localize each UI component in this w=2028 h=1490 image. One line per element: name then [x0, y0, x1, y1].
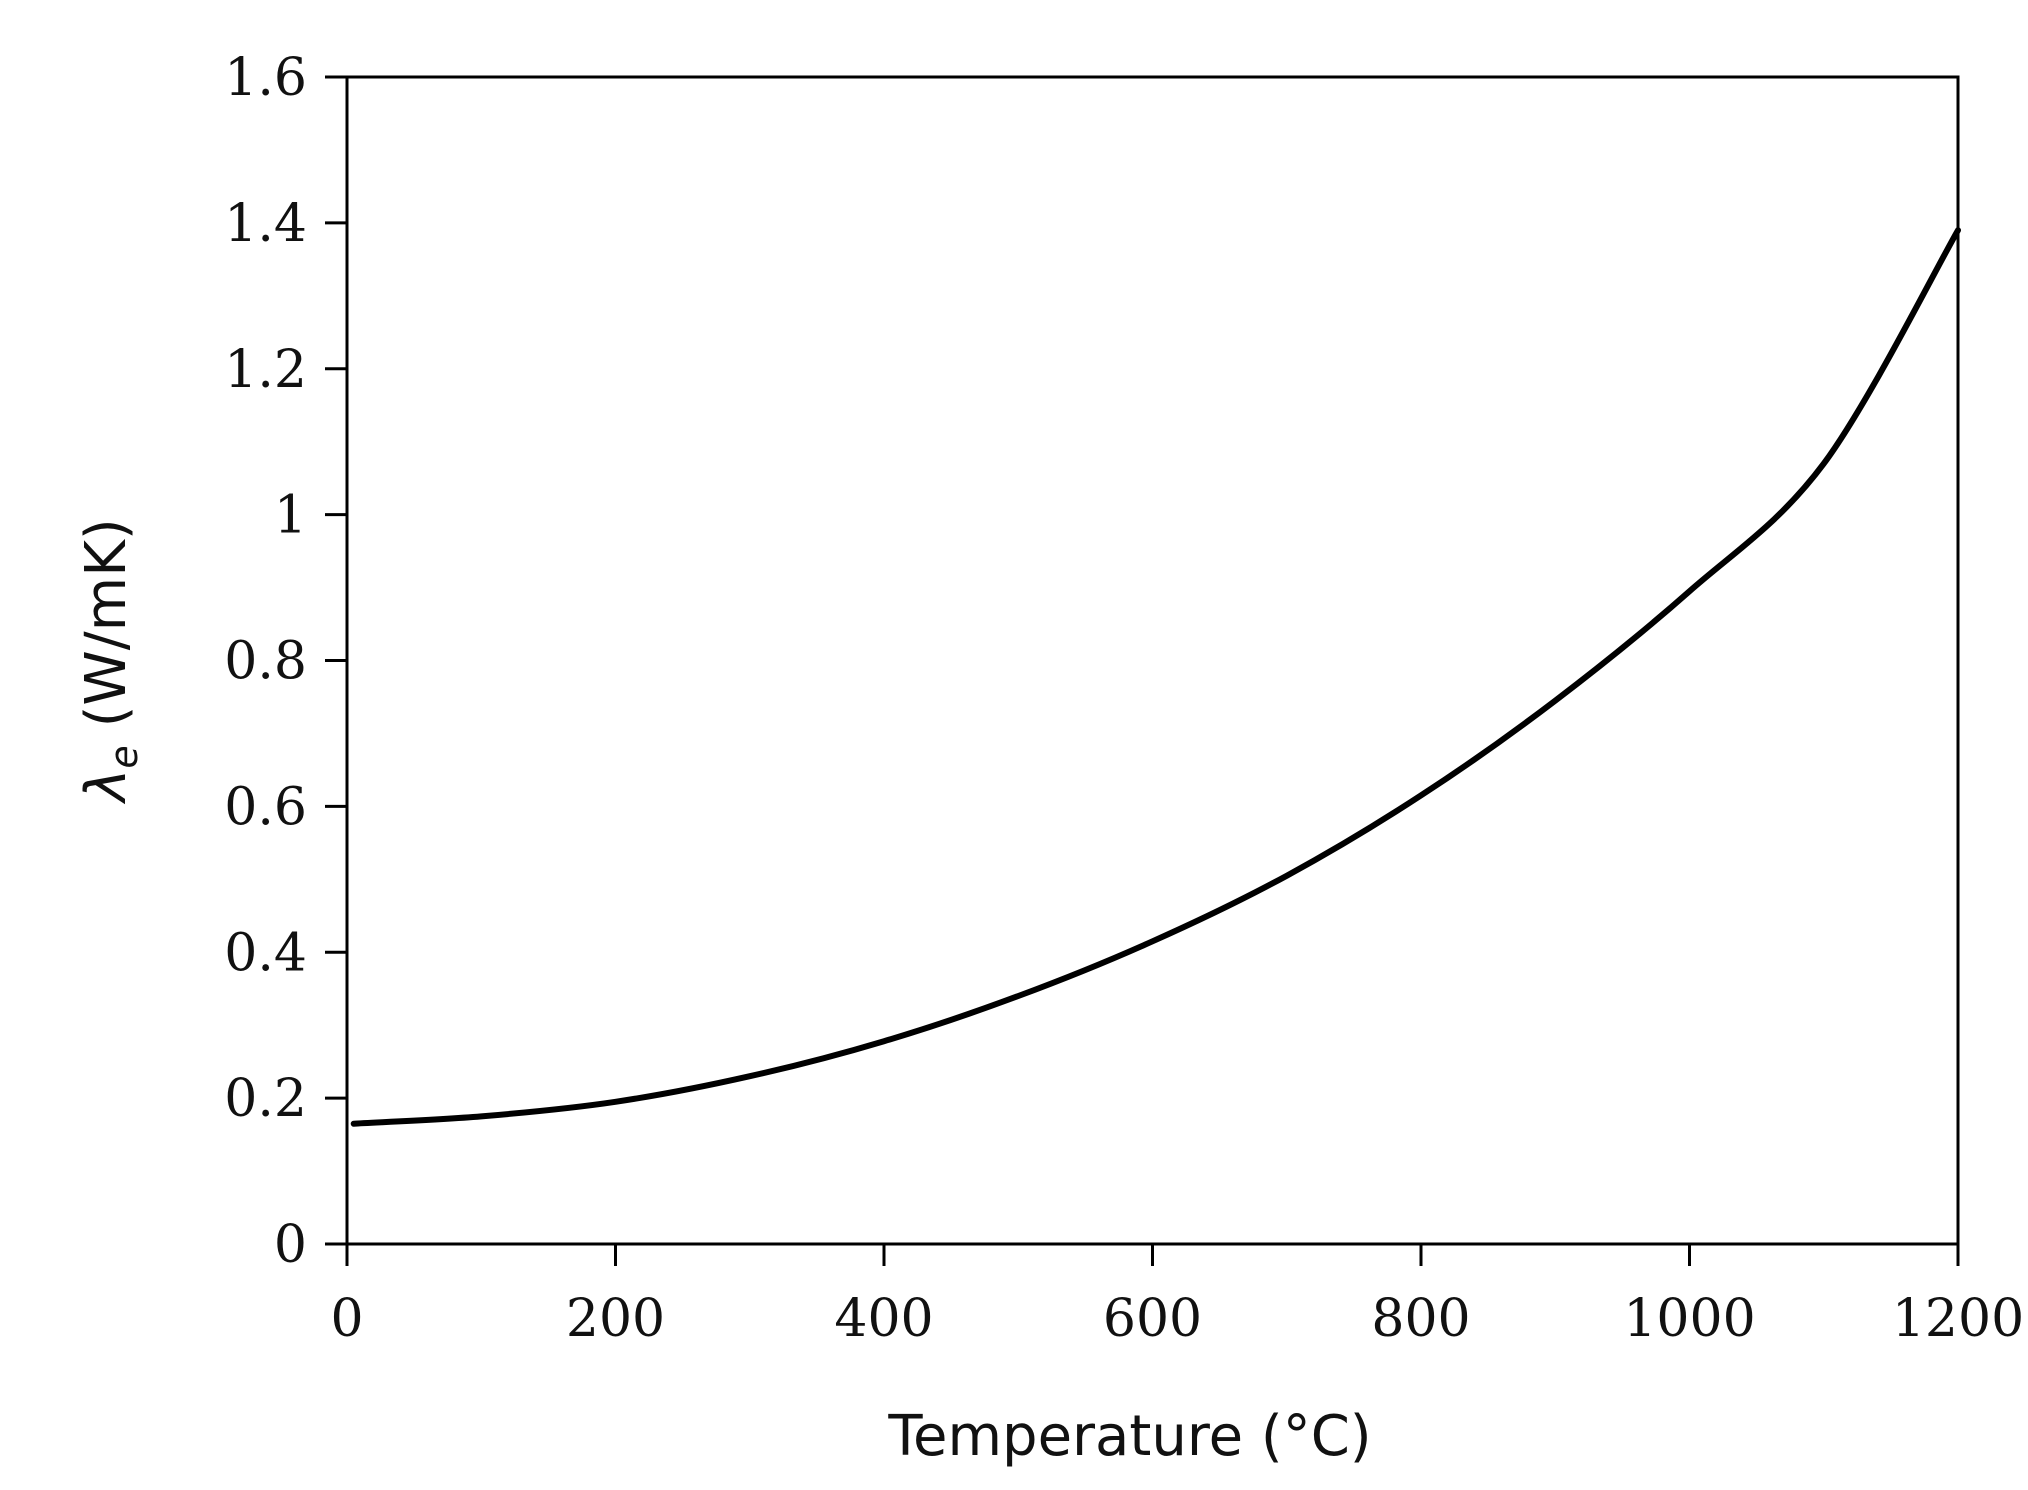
y-tick-label: 1	[274, 486, 307, 546]
y-tick-label: 0	[274, 1215, 307, 1275]
x-tick-label: 200	[566, 1289, 665, 1349]
y-axis-tick-labels: 0 0.2 0.4 0.6 0.8 1 1.2 1.4 1.6	[224, 48, 307, 1275]
y-axis-title-symbol: λ	[74, 769, 139, 805]
y-axis-title-subscript: e	[102, 745, 146, 768]
y-tick-label: 0.2	[224, 1069, 307, 1129]
x-tick-label: 600	[1103, 1289, 1202, 1349]
x-tick-label: 1000	[1623, 1289, 1755, 1349]
y-tick-label: 1.6	[224, 48, 307, 108]
plot-area	[345, 75, 1960, 1246]
y-axis-ticks	[325, 75, 347, 1246]
y-tick-label: 0.4	[224, 923, 307, 983]
series-line	[350, 227, 1961, 1127]
x-tick-label: 800	[1371, 1289, 1470, 1349]
y-tick-label: 0.8	[224, 632, 307, 692]
y-axis-title: λe (W/mK)	[74, 518, 146, 805]
x-axis-ticks	[345, 1244, 1960, 1266]
y-tick-label: 0.6	[224, 777, 307, 837]
y-tick-label: 1.4	[224, 194, 307, 254]
x-tick-label: 1200	[1892, 1289, 2024, 1349]
y-axis-title-unit: (W/mK)	[74, 518, 139, 745]
x-axis-tick-labels: 0 200 400 600 800 1000 1200	[330, 1289, 2024, 1349]
x-tick-label: 400	[834, 1289, 933, 1349]
x-tick-label: 0	[330, 1289, 363, 1349]
x-axis-title: Temperature (°C)	[887, 1404, 1371, 1469]
y-tick-label: 1.2	[224, 340, 307, 400]
series-layer	[350, 227, 1961, 1127]
